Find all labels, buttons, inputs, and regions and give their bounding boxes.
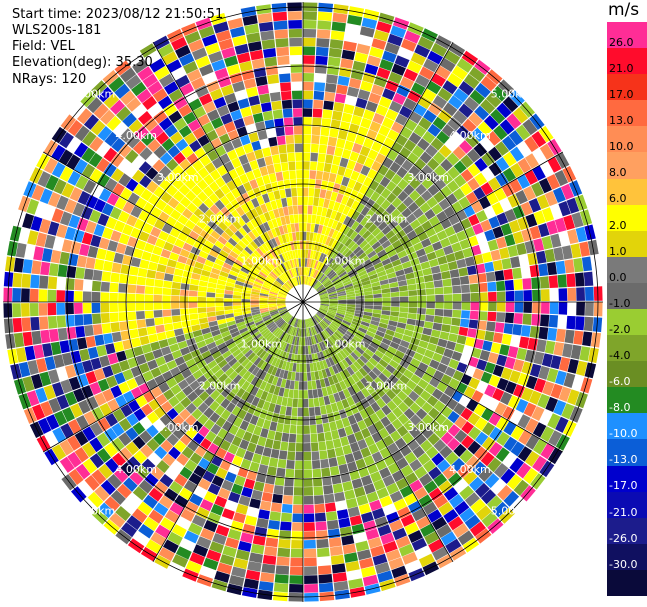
colorbar-segment [607, 282, 647, 310]
colorbar-segment [607, 517, 647, 545]
range-ring-label: 1.00km [324, 254, 366, 267]
range-ring-label: 3.00km [157, 171, 199, 184]
start-time-label: Start time: 2023/08/12 21:50:51 [12, 7, 224, 22]
colorbar-segment [607, 74, 647, 101]
colorbar-tick-label: 6.0 [609, 192, 627, 206]
colorbar-segment [607, 48, 647, 75]
range-ring-label: 4.00km [449, 463, 491, 476]
colorbar-unit: m/s [608, 0, 640, 20]
colorbar-tick-label: -8.0 [609, 401, 631, 415]
colorbar-segment [607, 256, 647, 284]
colorbar-tick-label: -30.0 [609, 557, 638, 571]
colorbar-tick-label: -1.0 [609, 296, 631, 310]
range-ring-label: 4.00km [115, 463, 157, 476]
azimuth-spoke [152, 41, 304, 303]
nrays-label: NRays: 120 [12, 72, 87, 87]
colorbar-tick-label: 21.0 [609, 61, 634, 75]
colorbar-segment [607, 126, 647, 153]
colorbar-segment [607, 491, 647, 519]
colorbar-segment [607, 439, 647, 467]
azimuth-spoke [302, 301, 564, 453]
elevation-label: Elevation(deg): 35.30 [12, 55, 153, 70]
colorbar-tick-label: 10.0 [609, 140, 634, 154]
colorbar-segment [607, 543, 647, 571]
azimuth-spoke [302, 301, 454, 563]
colorbar-segment [607, 309, 647, 336]
azimuth-spoke [302, 41, 454, 303]
colorbar-tick-label: -13.0 [609, 453, 638, 467]
colorbar-tick-label: 17.0 [609, 88, 634, 102]
colorbar-segment [607, 387, 647, 414]
range-ring-label: 2.00km [199, 379, 241, 392]
range-ring-label: 1.00km [240, 254, 282, 267]
colorbar-tick-label: 2.0 [609, 218, 627, 232]
colorbar-tick-label: -2.0 [609, 322, 631, 336]
colorbar-tick-label: -17.0 [609, 479, 638, 493]
azimuth-spoke [302, 151, 564, 303]
colorbar-segment [607, 413, 647, 440]
range-ring-label: 5.00km [491, 505, 533, 518]
azimuth-spoke [42, 151, 304, 303]
range-ring-label: 5.00km [74, 505, 116, 518]
range-ring-label: 5.00km [491, 87, 533, 100]
radar-gates [3, 2, 603, 602]
range-ring-label: 2.00km [366, 379, 408, 392]
colorbar-segment [607, 465, 647, 493]
range-ring-label: 1.00km [324, 338, 366, 351]
range-ring-label: 3.00km [407, 171, 449, 184]
range-ring-label: 2.00km [199, 213, 241, 226]
colorbar-tick-label: 26.0 [609, 35, 634, 49]
colorbar-tick-label: 1.0 [609, 244, 627, 258]
range-ring-label: 1.00km [240, 338, 282, 351]
colorbar-segment [607, 152, 647, 180]
colorbar-segment [607, 335, 647, 362]
range-ring-label: 3.00km [157, 421, 199, 434]
colorbar-segment [607, 569, 647, 597]
instrument-label: WLS200s-181 [12, 23, 102, 38]
range-ring-label: 2.00km [366, 213, 408, 226]
azimuth-spoke [152, 301, 304, 563]
range-ring-label: 4.00km [449, 129, 491, 142]
colorbar-tick-label: -4.0 [609, 348, 631, 362]
velocity-colorbar [607, 22, 647, 597]
colorbar-tick-label: 0.0 [609, 270, 627, 284]
colorbar-tick-label: -10.0 [609, 427, 638, 441]
colorbar-tick-label: 13.0 [609, 114, 634, 128]
colorbar-segment [607, 230, 647, 258]
colorbar-tick-label: -21.0 [609, 505, 638, 519]
field-label: Field: VEL [12, 39, 75, 54]
colorbar-segment [607, 361, 647, 388]
ppi-radar-scan: 1.00km 1.00km 1.00km 1.00km 2.00km 2.00km 2.00… [3, 2, 603, 602]
range-ring-label: 5.00km [74, 87, 116, 100]
colorbar-segment [607, 22, 647, 49]
colorbar-segment [607, 204, 647, 232]
range-ring-label: 4.00km [115, 129, 157, 142]
azimuth-spoke [42, 301, 304, 453]
colorbar-tick-label: -26.0 [609, 531, 638, 545]
colorbar-segment [607, 178, 647, 206]
colorbar-tick-label: -6.0 [609, 375, 631, 389]
range-ring-label: 3.00km [407, 421, 449, 434]
colorbar-segment [607, 100, 647, 127]
colorbar-tick-label: 8.0 [609, 166, 627, 180]
